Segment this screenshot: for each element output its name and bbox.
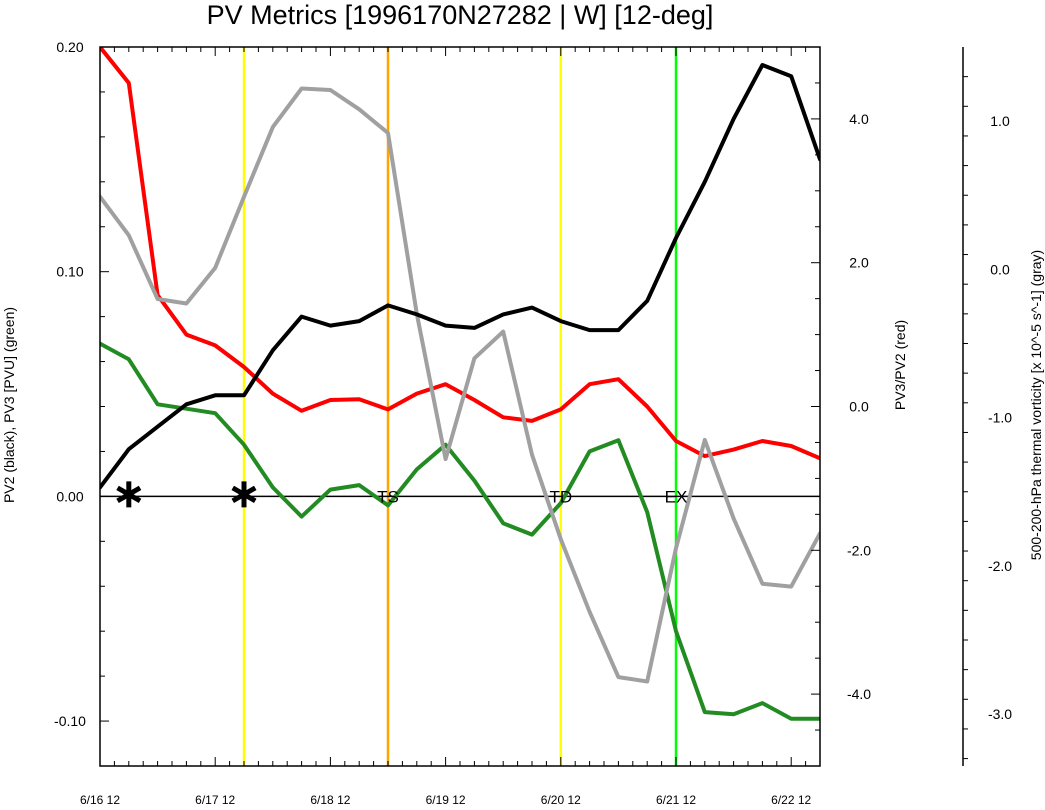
y-far-right-tick-label: -2.0	[988, 558, 1012, 574]
x-tick-label: 6/16 12	[80, 793, 120, 805]
event-label-ts: TS	[377, 487, 399, 506]
y-far-right-axis-label: 500-200-hPa thermal vorticity [x 10^-5 s…	[1028, 250, 1044, 560]
y-left-axis-label: PV2 (black), PV3 [PVU] (green)	[1, 307, 17, 503]
y-left-tick-label: 0.20	[56, 39, 83, 55]
series-line-pv3	[100, 341, 820, 721]
chart-title: PV Metrics [1996170N27282 | W] [12-deg]	[207, 0, 714, 30]
y-right-tick-label: 2.0	[849, 255, 869, 271]
y-left-tick-label: 0.10	[56, 264, 83, 280]
x-tick-label: 6/21 12	[656, 793, 696, 805]
y-left-tick-label: -0.10	[54, 713, 86, 729]
x-tick-label: 6/20 12	[541, 793, 581, 805]
event-label-td: TD	[549, 487, 572, 506]
y-right-tick-label: 0.0	[849, 399, 869, 415]
y-right-axis-label: PV3/PV2 (red)	[892, 320, 908, 410]
y-right-tick-label: 4.0	[849, 111, 869, 127]
x-tick-label: 6/19 12	[426, 793, 466, 805]
y-right-tick-label: -4.0	[847, 686, 871, 702]
event-label-ex: EX	[665, 487, 688, 506]
x-tick-label: 6/18 12	[310, 793, 350, 805]
series-line-thermal-vorticity	[100, 86, 820, 684]
y-left-tick-label: 0.00	[56, 488, 83, 504]
y-far-right-tick-label: -1.0	[988, 410, 1012, 426]
star-marker-0	[116, 481, 142, 508]
y-far-right-tick-label: -3.0	[988, 706, 1012, 722]
star-marker-1	[231, 481, 257, 508]
plot-area: TS TD EX 6/16 12 6/17 12 6/18 12 6/19 12 6/20 1…	[54, 39, 1012, 807]
x-tick-label: 6/17 12	[195, 793, 235, 805]
star-stroke	[231, 485, 257, 504]
y-right-tick-label: -2.0	[847, 542, 871, 558]
y-far-right-tick-label: 1.0	[990, 113, 1010, 129]
star-stroke	[116, 485, 142, 504]
y-far-right-tick-label: 0.0	[990, 261, 1010, 277]
series-line-pv2	[100, 63, 820, 490]
x-tick-label: 6/22 12	[771, 793, 811, 805]
